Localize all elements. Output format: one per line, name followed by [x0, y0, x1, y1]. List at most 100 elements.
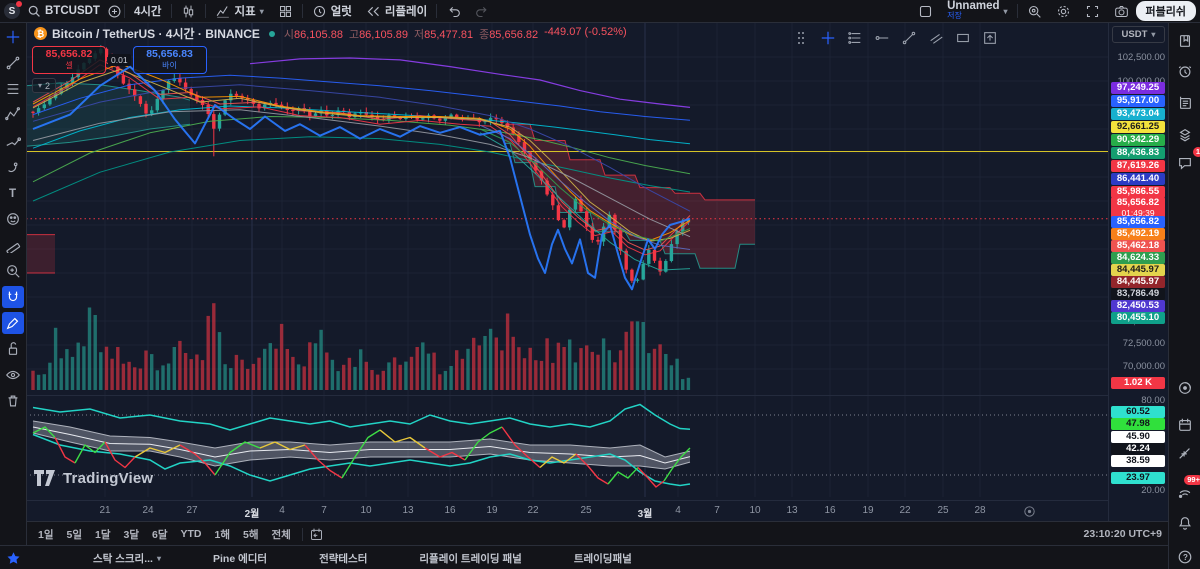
time-tick: 4: [675, 505, 681, 516]
user-avatar[interactable]: S: [4, 1, 22, 19]
range-button-1해[interactable]: 1해: [214, 528, 231, 541]
axis-price-label: 100,000.00: [1117, 76, 1165, 87]
sidebar-help-icon[interactable]: ?: [1174, 546, 1196, 568]
chart-area[interactable]: ₿ Bitcoin / TetherUS · 4시간 · BINANCE 시86…: [26, 22, 1108, 500]
price-tag: 82,450.53: [1111, 300, 1165, 312]
range-button-5해[interactable]: 5해: [243, 528, 259, 541]
tool-trend-line-icon[interactable]: [2, 52, 24, 74]
time-tick: 2월: [244, 509, 260, 520]
panel-tab[interactable]: 트레이딩패널: [573, 552, 632, 565]
tool-crosshair-icon[interactable]: [2, 26, 24, 48]
chart-legend[interactable]: ₿ Bitcoin / TetherUS · 4시간 · BINANCE 시86…: [34, 25, 627, 42]
tool-lock-all-icon[interactable]: [2, 338, 24, 360]
horizontal-ray-icon[interactable]: [873, 29, 891, 47]
price-tag: 42.24: [1111, 443, 1165, 455]
replay-button[interactable]: 리플레이: [359, 0, 434, 22]
currency-toggle-button[interactable]: USDT ▾: [1112, 26, 1165, 43]
anchored-note-icon[interactable]: [981, 29, 999, 47]
quick-search-icon[interactable]: [1020, 0, 1049, 22]
time-tick: 13: [402, 505, 414, 516]
spread-value: 0.01: [108, 54, 131, 66]
go-to-date-icon[interactable]: [309, 527, 324, 542]
price-tag: 92,661.25: [1111, 121, 1165, 133]
tool-emoji-icon[interactable]: [2, 208, 24, 230]
sidebar-streams-icon[interactable]: 99+: [1174, 475, 1200, 502]
chart-canvas[interactable]: [26, 22, 1108, 500]
range-button-6달[interactable]: 6달: [152, 528, 168, 541]
fullscreen-icon[interactable]: [1078, 0, 1107, 22]
plus-icon[interactable]: [107, 4, 122, 19]
candles-icon[interactable]: [174, 0, 203, 22]
indicators-button[interactable]: 지표 ▾: [208, 0, 271, 22]
trend-line-icon[interactable]: [900, 29, 918, 47]
time-axis[interactable]: 21 24 27 2월 4 7 10 13 16 19 22 25 3월 4 7 10 13 16 19 22 25 28: [26, 500, 1108, 522]
panel-tab[interactable]: 스탁 스크리... ▾: [93, 552, 161, 565]
price-tag: 23.97: [1111, 472, 1165, 484]
symbol-search-button[interactable]: BTCUSDT: [20, 0, 107, 22]
aligned-lines-icon[interactable]: [846, 29, 864, 47]
panel-tab[interactable]: 전략테스터: [319, 552, 368, 565]
settings-gear-icon[interactable]: [1049, 0, 1078, 22]
undo-icon[interactable]: [439, 0, 468, 22]
market-status-dot: [268, 30, 275, 37]
range-button-5일[interactable]: 5일: [66, 528, 83, 541]
sidebar-object-tree-icon[interactable]: [1174, 124, 1196, 146]
sell-button[interactable]: 85,656.82 셀: [32, 46, 106, 74]
camera-icon[interactable]: [1107, 0, 1136, 22]
interval-button[interactable]: 4시간: [133, 6, 162, 18]
layout-grid-icon[interactable]: [271, 0, 300, 22]
range-button-전체[interactable]: 전체: [271, 528, 291, 541]
tool-brush-icon[interactable]: [2, 156, 24, 178]
clock-utc[interactable]: 23:10:20 UTC+9: [1083, 528, 1163, 540]
price-tag: 85,492.19: [1111, 228, 1165, 240]
panel-tab[interactable]: 리플레이 트레이딩 패널: [419, 552, 522, 565]
tool-xabcd-pattern-icon[interactable]: [2, 104, 24, 126]
rectangle-icon[interactable]: [954, 29, 972, 47]
range-button-YTD[interactable]: YTD: [180, 528, 202, 540]
range-button-1일[interactable]: 1일: [38, 528, 54, 541]
go-to-realtime-icon[interactable]: [1023, 505, 1036, 518]
sidebar-trendline-angle-icon[interactable]: [1174, 442, 1196, 464]
screener-star-icon[interactable]: [6, 551, 21, 566]
alert-button[interactable]: 얼럿: [305, 0, 359, 22]
parallel-channel-icon[interactable]: [927, 29, 945, 47]
sidebar-headlines-icon[interactable]: [1174, 92, 1196, 114]
range-button-1달[interactable]: 1달: [95, 528, 111, 541]
crosshair-icon[interactable]: [819, 29, 837, 47]
tool-magnet-icon[interactable]: [2, 286, 24, 308]
tool-fib-retracement-icon[interactable]: [2, 78, 24, 100]
drag-handle-icon[interactable]: [792, 29, 810, 47]
sidebar-scanner-icon[interactable]: [1174, 377, 1196, 399]
sidebar-notifications-icon[interactable]: [1174, 512, 1196, 534]
time-tick: 19: [486, 505, 498, 516]
tool-forecast-icon[interactable]: [2, 130, 24, 152]
tool-remove-all-icon[interactable]: [2, 390, 24, 412]
time-tick: 3월: [637, 509, 653, 520]
price-tag: 88,436.83: [1111, 147, 1165, 159]
axis-price-label: 80.00: [1141, 395, 1165, 406]
symbol-title[interactable]: Bitcoin / TetherUS · 4시간 · BINANCE: [52, 27, 260, 41]
redo-icon[interactable]: [468, 0, 497, 22]
tool-hide-all-icon[interactable]: [2, 364, 24, 386]
layout-menu[interactable]: Unnamed 저장 ▾: [947, 0, 1008, 20]
sidebar-alerts-icon[interactable]: [1174, 60, 1196, 82]
time-tick: 7: [321, 505, 327, 516]
tool-drawing-mode-icon[interactable]: [2, 312, 24, 334]
time-tick: 4: [279, 505, 285, 516]
time-tick: 28: [974, 505, 986, 516]
save-layout-icon[interactable]: [911, 0, 940, 22]
sidebar-watchlist-icon[interactable]: [1174, 30, 1196, 52]
legend-collapse-button[interactable]: ▾ 2: [32, 78, 57, 93]
tool-zoom-in-icon[interactable]: [2, 260, 24, 282]
price-scale[interactable]: USDT▾ 102,500.00100,000.0075,000.0072,50…: [1108, 22, 1169, 522]
range-button-3달[interactable]: 3달: [123, 528, 140, 541]
sidebar-chat-icon[interactable]: 1: [1174, 147, 1200, 174]
tool-ruler-icon[interactable]: [2, 234, 24, 256]
panel-tab[interactable]: Pine 에디터: [212, 552, 268, 565]
publish-button[interactable]: 퍼블리쉬: [1135, 1, 1196, 21]
time-tick: 10: [360, 505, 372, 516]
tool-text-icon[interactable]: T: [2, 182, 24, 204]
buy-button[interactable]: 85,656.83 바이: [132, 46, 207, 74]
price-tag: 85,462.18: [1111, 240, 1165, 252]
sidebar-calendar-icon[interactable]: [1174, 414, 1196, 436]
